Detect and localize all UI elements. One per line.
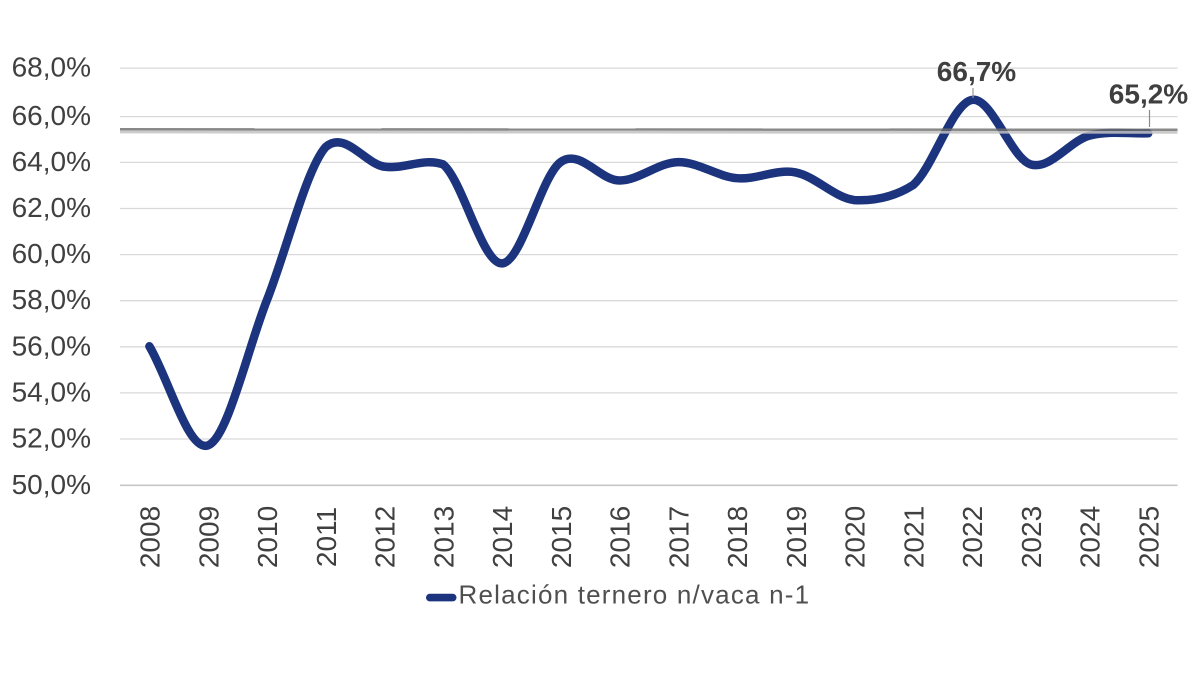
svg-text:66,0%: 66,0% xyxy=(12,100,91,131)
svg-text:2015: 2015 xyxy=(546,506,577,568)
svg-text:2010: 2010 xyxy=(252,506,283,568)
svg-text:2011: 2011 xyxy=(311,507,342,567)
svg-text:68,0%: 68,0% xyxy=(12,52,91,83)
svg-text:62,0%: 62,0% xyxy=(12,192,91,223)
svg-text:2013: 2013 xyxy=(428,506,459,568)
svg-text:2017: 2017 xyxy=(663,506,694,568)
svg-text:56,0%: 56,0% xyxy=(12,330,91,361)
svg-text:2019: 2019 xyxy=(781,506,812,568)
svg-text:2014: 2014 xyxy=(487,506,518,568)
svg-text:2025: 2025 xyxy=(1133,506,1164,568)
svg-text:2020: 2020 xyxy=(840,506,871,568)
svg-text:54,0%: 54,0% xyxy=(12,376,91,407)
svg-text:2012: 2012 xyxy=(370,506,401,568)
svg-text:Relación ternero n/vaca n-1: Relación ternero n/vaca n-1 xyxy=(459,580,811,610)
svg-text:2023: 2023 xyxy=(1016,506,1047,568)
svg-text:2024: 2024 xyxy=(1075,506,1106,568)
svg-text:52,0%: 52,0% xyxy=(12,423,91,454)
svg-text:65,2%: 65,2% xyxy=(1109,79,1188,110)
svg-text:2021: 2021 xyxy=(898,506,929,568)
svg-text:2008: 2008 xyxy=(135,506,166,568)
svg-text:2016: 2016 xyxy=(605,506,636,568)
svg-text:2022: 2022 xyxy=(957,506,988,568)
svg-text:50,0%: 50,0% xyxy=(12,469,91,500)
svg-text:64,0%: 64,0% xyxy=(12,146,91,177)
svg-text:58,0%: 58,0% xyxy=(12,284,91,315)
svg-text:2018: 2018 xyxy=(722,506,753,568)
svg-text:66,7%: 66,7% xyxy=(937,56,1016,87)
svg-text:2009: 2009 xyxy=(193,506,224,568)
svg-text:60,0%: 60,0% xyxy=(12,238,91,269)
